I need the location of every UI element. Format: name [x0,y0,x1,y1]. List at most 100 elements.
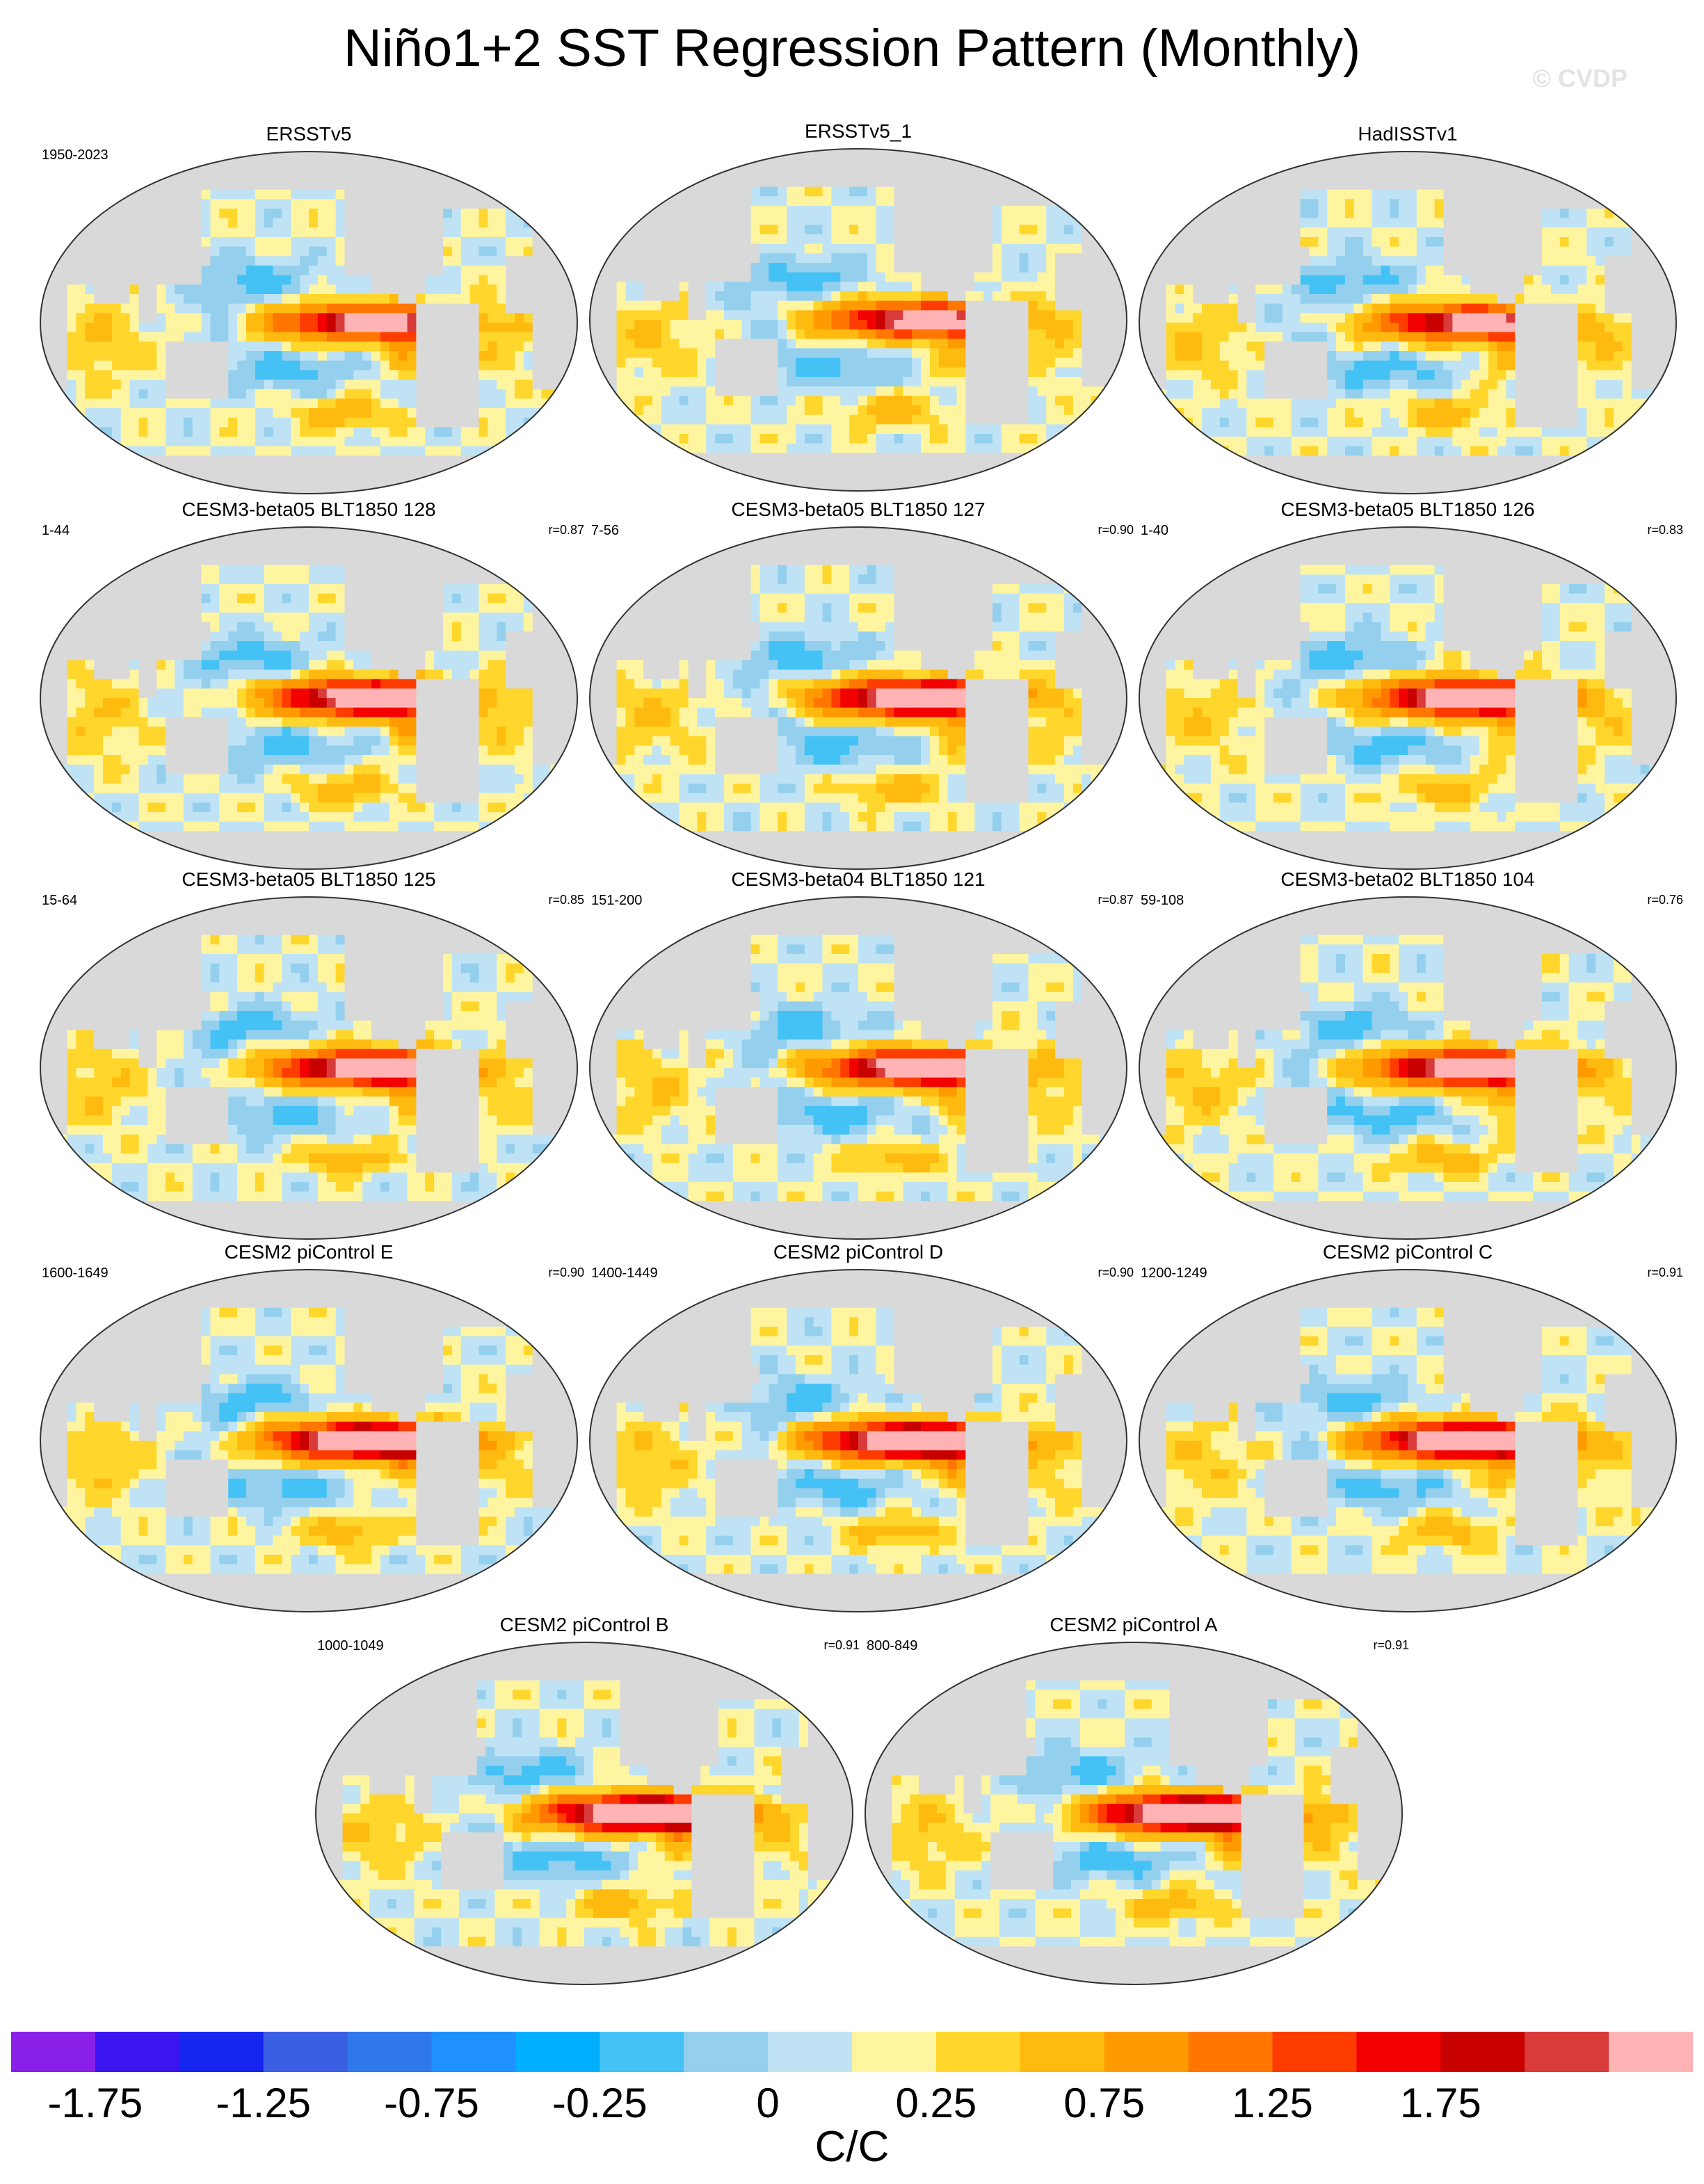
field-cell [335,256,346,266]
field-cell [590,168,600,178]
field-cell [371,246,381,257]
field-cell [741,357,752,368]
field-cell [451,303,462,314]
field-cell [1109,149,1118,159]
field-cell [813,443,823,453]
field-cell [237,446,247,456]
field-cell [1515,227,1525,238]
field-cell [568,380,577,390]
field-cell [831,158,841,168]
field-cell [921,215,931,225]
field-cell [156,332,166,342]
field-cell [76,246,86,257]
field-cell [741,386,752,396]
field-cell [822,225,832,235]
field-cell [929,386,940,396]
field-cell [947,206,958,216]
field-cell [451,408,462,419]
field-cell [344,332,354,342]
field-cell [1390,161,1399,171]
field-cell [76,275,86,285]
field-cell [568,266,577,276]
field-cell [795,329,805,339]
field-cell [921,339,931,349]
field-cell [246,227,256,238]
field-cell [460,161,471,171]
field-cell [58,256,68,266]
field-cell [1091,215,1100,225]
field-cell [282,218,291,228]
field-cell [679,329,689,339]
field-cell [111,237,122,248]
field-cell [514,332,524,342]
field-cell [813,367,823,378]
field-cell [787,414,796,425]
field-cell [1506,189,1516,200]
field-cell [1072,253,1083,264]
field-cell [831,453,841,463]
field-cell [541,284,551,295]
field-cell [849,462,859,473]
field-cell [804,186,814,197]
field-cell [903,310,913,321]
field-cell [661,282,671,292]
field-cell [643,405,653,416]
field-cell [1148,246,1158,257]
field-cell [192,246,202,257]
field-cell [111,398,122,409]
field-cell [1037,243,1047,254]
field-cell [49,256,59,266]
field-cell [813,291,823,302]
field-cell [1055,377,1065,387]
field-cell [590,149,600,159]
field-cell [634,158,644,168]
field-cell [497,284,506,295]
field-cell [1019,386,1029,396]
field-cell [912,471,922,482]
field-cell [443,341,453,352]
field-cell [1210,209,1221,219]
field-cell [1157,152,1167,162]
field-cell [49,437,59,447]
field-cell [541,351,551,362]
field-cell [1381,199,1390,209]
field-cell [138,161,148,171]
field-cell [625,348,635,359]
field-cell [479,370,488,380]
field-cell [1390,209,1399,219]
field-cell [795,310,805,321]
field-cell [398,417,408,428]
field-cell [532,275,542,285]
field-cell [607,320,618,330]
field-cell [532,218,542,228]
field-cell [1055,443,1065,453]
field-cell [616,215,627,225]
field-cell [237,465,247,476]
field-cell [625,177,635,188]
field-cell [1028,320,1038,330]
field-cell [697,481,707,491]
field-cell [1148,209,1158,219]
field-cell [362,256,372,266]
field-cell [974,414,984,425]
field-cell [210,284,220,295]
field-cell [688,158,698,168]
field-cell [652,225,662,235]
field-cell [219,332,229,342]
field-cell [750,215,761,225]
field-cell [94,484,104,494]
field-cell [111,246,122,257]
field-cell [1470,161,1480,171]
field-cell [903,348,913,359]
field-cell [317,313,328,323]
field-cell [138,408,148,419]
field-cell [425,313,435,323]
field-cell [894,206,903,216]
field-cell [497,227,506,238]
field-cell [1452,189,1462,200]
field-cell [1640,246,1650,257]
field-cell [264,189,274,200]
field-cell [1273,199,1283,209]
field-cell [1390,199,1399,209]
field-cell [362,437,372,447]
